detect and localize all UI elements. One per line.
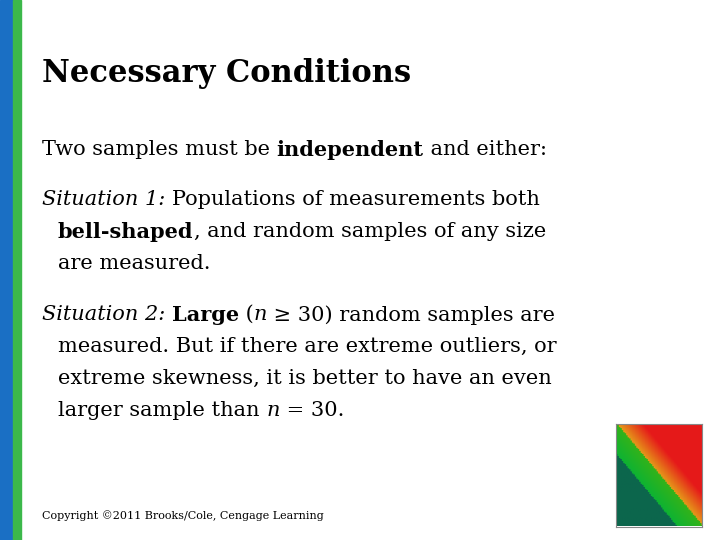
- Text: and either:: and either:: [423, 140, 546, 159]
- Text: are measured.: are measured.: [58, 254, 210, 273]
- Text: extreme skewness, it is better to have an even: extreme skewness, it is better to have a…: [58, 369, 552, 388]
- Text: independent: independent: [276, 140, 423, 160]
- Text: Situation 2:: Situation 2:: [42, 305, 172, 324]
- Text: n: n: [266, 401, 279, 420]
- Text: 32: 32: [681, 510, 702, 524]
- Text: ≥ 30) random samples are: ≥ 30) random samples are: [267, 305, 555, 325]
- Text: bell-shaped: bell-shaped: [58, 222, 194, 242]
- Text: Populations of measurements both: Populations of measurements both: [172, 190, 540, 209]
- Bar: [13, 0, 21, 540]
- Text: Large: Large: [172, 305, 239, 325]
- Text: = 30.: = 30.: [279, 401, 344, 420]
- Text: Situation 1:: Situation 1:: [42, 190, 172, 209]
- Text: Two samples must be: Two samples must be: [42, 140, 276, 159]
- Text: Copyright ©2011 Brooks/Cole, Cengage Learning: Copyright ©2011 Brooks/Cole, Cengage Lea…: [42, 510, 324, 521]
- Text: measured. But if there are extreme outliers, or: measured. But if there are extreme outli…: [58, 337, 557, 356]
- Bar: [0, 0, 13, 540]
- Text: (: (: [239, 305, 253, 324]
- Text: n: n: [253, 305, 267, 324]
- Text: , and random samples of any size: , and random samples of any size: [194, 222, 546, 241]
- Text: Necessary Conditions: Necessary Conditions: [42, 58, 411, 89]
- Text: larger sample than: larger sample than: [58, 401, 266, 420]
